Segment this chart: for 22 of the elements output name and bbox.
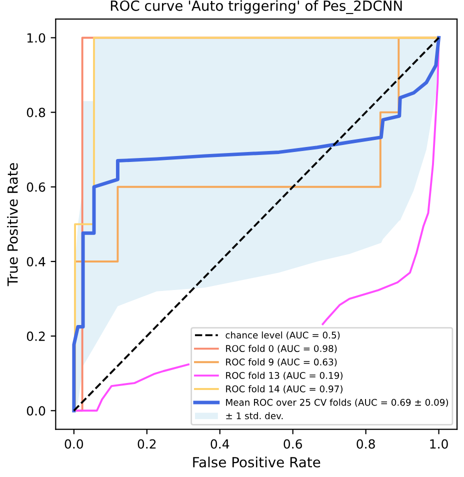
x-tick-label: 0.8 [356,439,375,449]
x-axis-title: False Positive Rate [193,456,320,468]
legend-label: ± 1 std. dev. [226,412,283,420]
x-tick-label: 0.0 [64,439,84,449]
y-tick-label: 0.6 [26,182,46,192]
y-tick-label: 1.0 [27,33,46,43]
y-tick-label: 0.4 [26,256,46,266]
x-tick-label: 0.2 [138,439,156,449]
legend-label: ROC fold 13 (AUC = 0.19) [226,372,342,380]
legend-label: Mean ROC over 25 CV folds (AUC = 0.69 ± 0.09) [226,398,448,407]
x-tick-label: 1.0 [430,439,448,449]
x-tick-label: 0.6 [284,439,302,449]
y-axis-title: True Positive Rate [7,163,18,286]
legend-label: ROC fold 9 (AUC = 0.63) [226,358,337,367]
legend-label: ROC fold 14 (AUC = 0.97) [226,385,342,394]
y-tick-label: 0.0 [26,406,46,416]
legend-label: chance level (AUC = 0.5) [226,331,340,340]
y-tick-label: 0.2 [26,332,45,341]
legend-label: ROC fold 0 (AUC = 0.98) [226,344,337,354]
y-tick-label: 0.8 [26,108,46,118]
x-tick-label: 0.4 [210,439,230,449]
chart-title: ROC curve 'Auto triggering' of Pes_2DCNN [110,0,402,14]
